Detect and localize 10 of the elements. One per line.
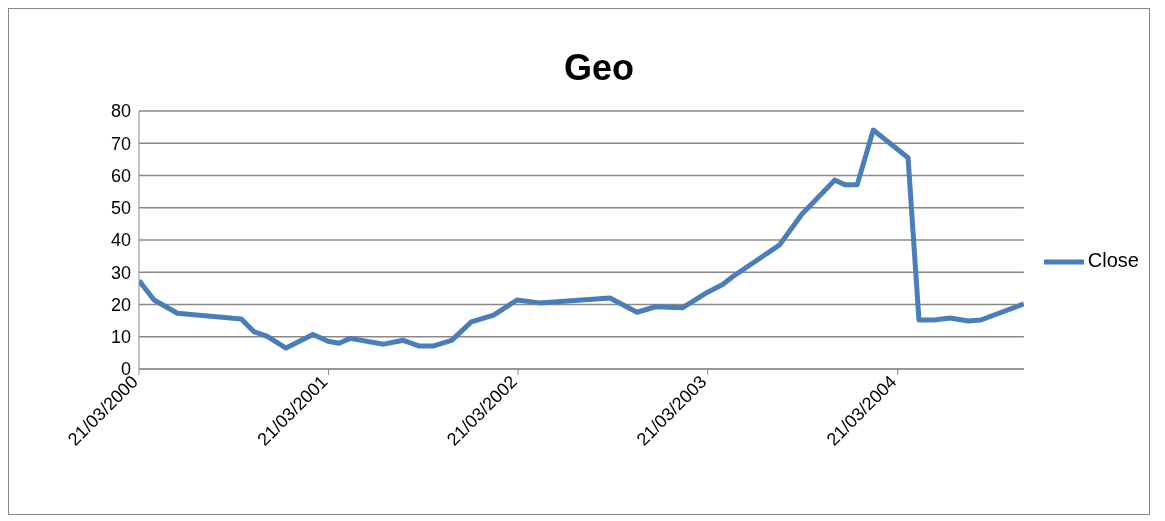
y-tick-label: 70 xyxy=(110,133,131,154)
legend-label: Close xyxy=(1087,248,1139,271)
y-tick-label: 10 xyxy=(110,327,131,348)
y-tick-label: 20 xyxy=(110,294,131,315)
y-tick-label: 30 xyxy=(110,262,131,283)
y-tick-label: 50 xyxy=(110,198,131,219)
chart-title: Geo xyxy=(563,47,635,89)
y-tick-label: 40 xyxy=(110,230,131,251)
y-tick-label: 60 xyxy=(110,165,131,186)
y-tick-label: 80 xyxy=(110,101,131,122)
